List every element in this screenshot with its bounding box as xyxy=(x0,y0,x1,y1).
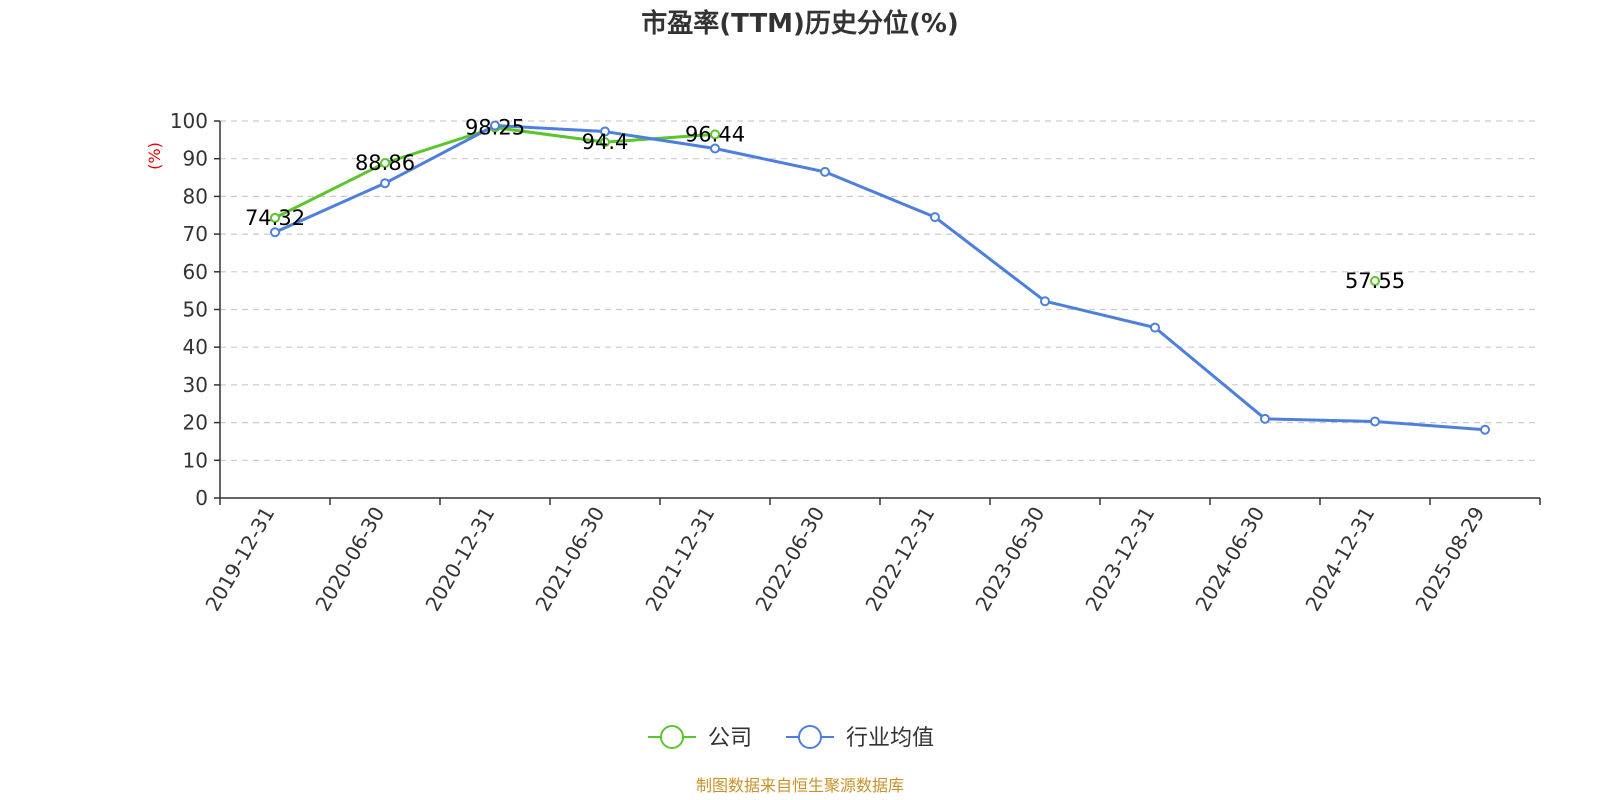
x-tick-label: 2019-12-31 xyxy=(200,503,279,616)
grid xyxy=(220,120,1540,461)
legend-marker xyxy=(660,725,684,749)
data-point xyxy=(1370,276,1380,287)
data-point xyxy=(600,126,610,137)
legend: 公司 行业均值 xyxy=(648,725,934,751)
y-tick-label: 10 xyxy=(183,448,208,472)
data-point xyxy=(270,227,280,238)
x-tick-label: 2024-06-30 xyxy=(1190,503,1269,616)
data-point xyxy=(1260,413,1270,424)
y-tick-label: 0 xyxy=(195,486,208,510)
data-point xyxy=(1040,296,1050,307)
y-tick-label: 40 xyxy=(183,335,208,359)
data-label: 96.44 xyxy=(685,122,745,146)
y-tick-label: 20 xyxy=(183,411,208,435)
data-point xyxy=(820,166,830,177)
data-point xyxy=(1150,322,1160,333)
legend-label: 行业均值 xyxy=(846,726,934,751)
data-label: 57.55 xyxy=(1345,269,1405,293)
chart-title: 市盈率(TTM)历史分位(%) xyxy=(641,8,959,39)
x-tick-label: 2025-08-29 xyxy=(1410,503,1489,616)
data-point xyxy=(1370,416,1380,427)
y-axis: 0 10 20 30 40 50 60 70 80 90 100 xyxy=(170,109,221,510)
x-tick-label: 2022-12-31 xyxy=(860,503,939,616)
y-tick-label: 60 xyxy=(183,260,208,284)
data-point xyxy=(490,120,500,131)
data-point xyxy=(930,212,940,223)
data-point xyxy=(710,129,720,140)
y-tick-label: 100 xyxy=(170,109,208,133)
y-tick-label: 90 xyxy=(183,147,208,171)
legend-marker xyxy=(798,725,822,749)
source-note: 制图数据来自恒生聚源数据库 xyxy=(696,776,904,795)
series-layer xyxy=(270,120,1490,435)
x-tick-label: 2020-06-30 xyxy=(310,503,389,616)
data-point xyxy=(710,143,720,154)
x-tick-label: 2024-12-31 xyxy=(1300,503,1379,616)
data-label: 88.86 xyxy=(355,151,415,175)
y-tick-label: 30 xyxy=(183,373,208,397)
data-point xyxy=(600,137,610,148)
x-tick-label: 2022-06-30 xyxy=(750,503,829,616)
x-tick-label: 2021-06-30 xyxy=(530,503,609,616)
data-label: 94.4 xyxy=(582,130,629,154)
y-tick-label: 50 xyxy=(183,298,208,322)
data-label: 74.32 xyxy=(245,206,305,230)
data-point xyxy=(380,157,390,168)
x-tick-label: 2020-12-31 xyxy=(420,503,499,616)
data-label: 98.25 xyxy=(465,116,525,140)
y-axis-label: (%) xyxy=(145,142,164,170)
x-axis: 2019-12-31 2020-06-30 2020-12-31 2021-06-30… xyxy=(200,497,1541,616)
data-point xyxy=(1480,424,1490,435)
series-line-1 xyxy=(274,124,1486,432)
data-point xyxy=(380,178,390,189)
x-tick-label: 2023-06-30 xyxy=(970,503,1049,616)
x-tick-label: 2023-12-31 xyxy=(1080,503,1159,616)
y-tick-label: 70 xyxy=(183,222,208,246)
legend-label: 公司 xyxy=(708,726,752,751)
data-labels: 74.32 88.86 98.25 94.4 96.44 57.55 xyxy=(245,116,1405,293)
data-point xyxy=(270,212,280,223)
y-tick-label: 80 xyxy=(183,184,208,208)
x-tick-label: 2021-12-31 xyxy=(640,503,719,616)
